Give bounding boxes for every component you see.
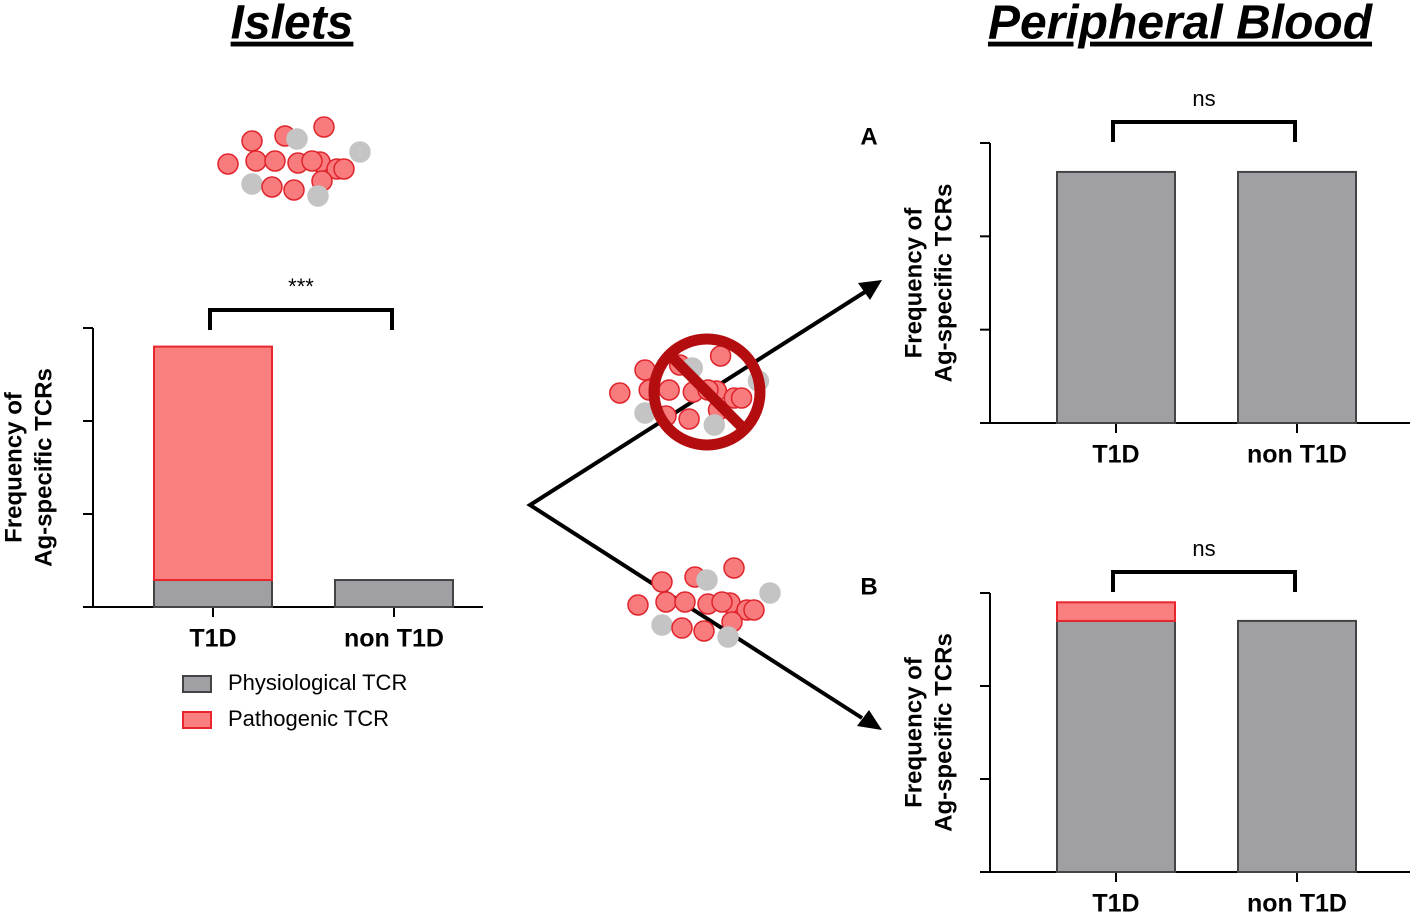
cell xyxy=(627,594,649,616)
cell xyxy=(651,571,673,593)
y-axis-label: Ag-specific TCRs xyxy=(930,633,957,832)
significance-label: ns xyxy=(1192,86,1215,111)
cell xyxy=(301,150,323,172)
legend-swatch xyxy=(182,711,212,729)
cell xyxy=(723,557,745,579)
legend-label: Physiological TCR xyxy=(228,670,407,695)
cell xyxy=(678,408,700,430)
cell xyxy=(717,626,739,648)
bar-segment xyxy=(1056,601,1176,622)
cell xyxy=(261,176,283,198)
arrow-head xyxy=(857,710,882,730)
y-axis-label: Frequency of xyxy=(900,207,927,359)
significance-bracket xyxy=(208,308,394,330)
x-tick-label: T1D xyxy=(1092,441,1139,469)
cell xyxy=(743,599,765,621)
cell xyxy=(241,173,263,195)
cell xyxy=(730,387,753,409)
significance-label: *** xyxy=(288,274,314,299)
bar-segment xyxy=(1056,170,1176,424)
bar-segment xyxy=(334,579,454,609)
cell xyxy=(333,158,355,180)
x-tick-label: T1D xyxy=(1092,890,1139,914)
x-tick-label: non T1D xyxy=(344,625,444,653)
prohibition-sign xyxy=(648,333,766,451)
cell-clusters xyxy=(217,116,781,648)
y-axis-label: Ag-specific TCRs xyxy=(30,368,57,567)
legend-label: Pathogenic TCR xyxy=(228,706,389,731)
arrow-head xyxy=(858,280,882,300)
cell xyxy=(711,591,733,613)
cell xyxy=(217,153,239,175)
x-tick-label: non T1D xyxy=(1247,890,1347,914)
cell xyxy=(609,382,631,404)
cell xyxy=(696,569,718,591)
cell xyxy=(283,179,305,201)
legend-swatch xyxy=(182,675,212,693)
cell xyxy=(264,150,286,172)
bar-segment xyxy=(1056,619,1176,874)
cell xyxy=(651,614,673,636)
bar-segment xyxy=(1237,619,1357,874)
cell xyxy=(759,582,781,604)
cell xyxy=(245,150,267,172)
cell xyxy=(703,414,726,436)
cell xyxy=(349,141,371,163)
cell xyxy=(241,130,263,152)
cell xyxy=(286,128,308,150)
bar-segment xyxy=(153,579,273,609)
x-tick-label: non T1D xyxy=(1247,441,1347,469)
cell xyxy=(674,591,696,613)
left-title: Islets xyxy=(231,0,354,50)
right-title: Peripheral Blood xyxy=(988,0,1374,50)
y-axis-label: Ag-specific TCRs xyxy=(930,184,957,383)
cell xyxy=(655,591,677,613)
panel-label: A xyxy=(860,123,877,150)
arrows xyxy=(526,288,870,720)
cell xyxy=(693,620,715,642)
cell xyxy=(671,617,693,639)
bar-segment xyxy=(1237,170,1357,424)
cell xyxy=(658,379,680,401)
cell xyxy=(307,185,329,207)
significance-bracket xyxy=(1111,120,1297,142)
y-axis-label: Frequency of xyxy=(0,391,27,543)
significance-label: ns xyxy=(1192,536,1215,561)
x-tick-label: T1D xyxy=(189,625,236,653)
bar-segment xyxy=(153,345,273,582)
y-axis-label: Frequency of xyxy=(900,656,927,808)
significance-bracket xyxy=(1111,570,1297,592)
cell xyxy=(313,116,335,138)
panel-label: B xyxy=(860,573,877,600)
